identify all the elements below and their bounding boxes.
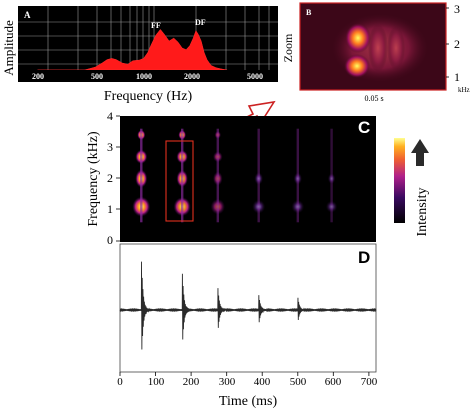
panel-d-plot-area: [119, 243, 377, 373]
spectrogram-pulse-6-column: [330, 128, 333, 223]
panel-b-unit: kHz: [458, 86, 470, 94]
panel-b-tick-2: 2: [454, 37, 460, 51]
spectrogram-pulse-1-column: [140, 128, 143, 223]
panel-b-timescale: 0.05 s: [364, 94, 383, 103]
spectrogram-pulse-5-column: [296, 128, 299, 223]
panel-a-tick-1000: 1000: [136, 72, 152, 81]
panel-d-x-ticks: [119, 372, 370, 376]
panel-a-tick-2000: 2000: [184, 72, 200, 81]
panel-d-tick-100: 100: [148, 376, 165, 388]
panel-a-annotation-df: DF: [195, 18, 206, 27]
panel-b-ylabel: Zoom: [281, 33, 295, 62]
panel-d-tick-0: 0: [117, 376, 123, 388]
panel-a-letter: A: [24, 10, 31, 20]
spectrogram-pulse-4-column: [257, 128, 260, 223]
panel-c-tick-labels: 4 3 2 1 0: [107, 109, 113, 247]
panel-c-selection-box[interactable]: [165, 140, 194, 222]
panel-d-tick-700: 700: [361, 376, 378, 388]
spectrogram-pulse-5-band-2: [293, 172, 302, 185]
panel-a-xlabel: Frequency (Hz): [104, 89, 193, 104]
intensity-arrow-icon: [411, 139, 429, 166]
panel-c-y-ticks: [116, 115, 120, 242]
panel-c-tick-4: 4: [107, 109, 113, 123]
panel-d-tick-300: 300: [219, 376, 236, 388]
panel-d-letter: D: [358, 248, 370, 267]
spectrogram-pulse-4-band-2: [254, 172, 264, 185]
panel-c-tick-1: 1: [107, 202, 113, 216]
panel-b-blob-upper: [345, 23, 371, 53]
panel-a-axis-band: [18, 70, 278, 82]
panel-c-tick-3: 3: [107, 140, 113, 154]
panel-b-ticks: [446, 7, 449, 78]
panel-c-plot-area: [120, 116, 376, 242]
panel-a-spectrum-fill: [37, 28, 228, 71]
panel-c-letter: C: [358, 118, 370, 137]
panel-a-tick-500: 500: [91, 72, 103, 81]
panel-c-tick-0: 0: [107, 233, 113, 247]
panel-c: C 4 3 2 1 0 Frequency (kHz): [86, 109, 376, 247]
panel-c-tick-2: 2: [107, 171, 113, 185]
panel-b-blob-right: [387, 26, 405, 70]
panel-d-waveform: [119, 261, 377, 350]
panel-b-tick-3: 3: [454, 2, 460, 16]
spectrogram-pulse-5-band-1: [291, 199, 305, 214]
panel-b-blob-mid: [368, 24, 388, 72]
panel-c-ylabel: Frequency (kHz): [86, 131, 101, 227]
panel-d: D 0 100 200 300 400 500 600 700 Time (ms…: [117, 243, 378, 409]
panel-b-letter: B: [306, 8, 312, 17]
colorbar-gradient: [394, 138, 405, 223]
colorbar: Intensity: [394, 138, 430, 237]
spectrogram-pulse-6-band-2: [327, 173, 336, 185]
panel-a-tick-200: 200: [32, 72, 44, 81]
spectrogram-pulse-6-band-1: [325, 200, 338, 213]
panel-d-tick-labels: 0 100 200 300 400 500 600 700: [117, 376, 378, 388]
panel-d-tick-200: 200: [183, 376, 200, 388]
panel-a: A FF DF 200 500 1000 2000 5000 Amplitude…: [1, 6, 278, 104]
panel-a-ylabel: Amplitude: [1, 20, 16, 76]
spectrogram-pulse-3-column: [216, 128, 219, 223]
panel-d-tick-400: 400: [254, 376, 271, 388]
panel-d-tick-500: 500: [290, 376, 307, 388]
panel-b: B Zoom 3 2 1 kHz 0.05 s: [281, 2, 470, 103]
spectrogram-pulse-4-band-1: [252, 199, 266, 214]
panel-b-tick-labels: 3 2 1: [454, 2, 460, 84]
panel-a-annotation-ff: FF: [151, 21, 161, 30]
panel-d-tick-600: 600: [325, 376, 342, 388]
panel-d-xlabel: Time (ms): [219, 394, 278, 409]
panel-a-tick-5000: 5000: [247, 72, 263, 81]
panel-a-tick-labels: 200 500 1000 2000 5000: [32, 72, 263, 81]
panel-b-blob-lower: [344, 54, 370, 78]
panel-b-tick-1: 1: [454, 70, 460, 84]
panel-c-spectrogram-marks: [132, 128, 338, 223]
colorbar-label: Intensity: [415, 188, 430, 237]
spectrogram-pulse-2-column: [181, 128, 184, 223]
